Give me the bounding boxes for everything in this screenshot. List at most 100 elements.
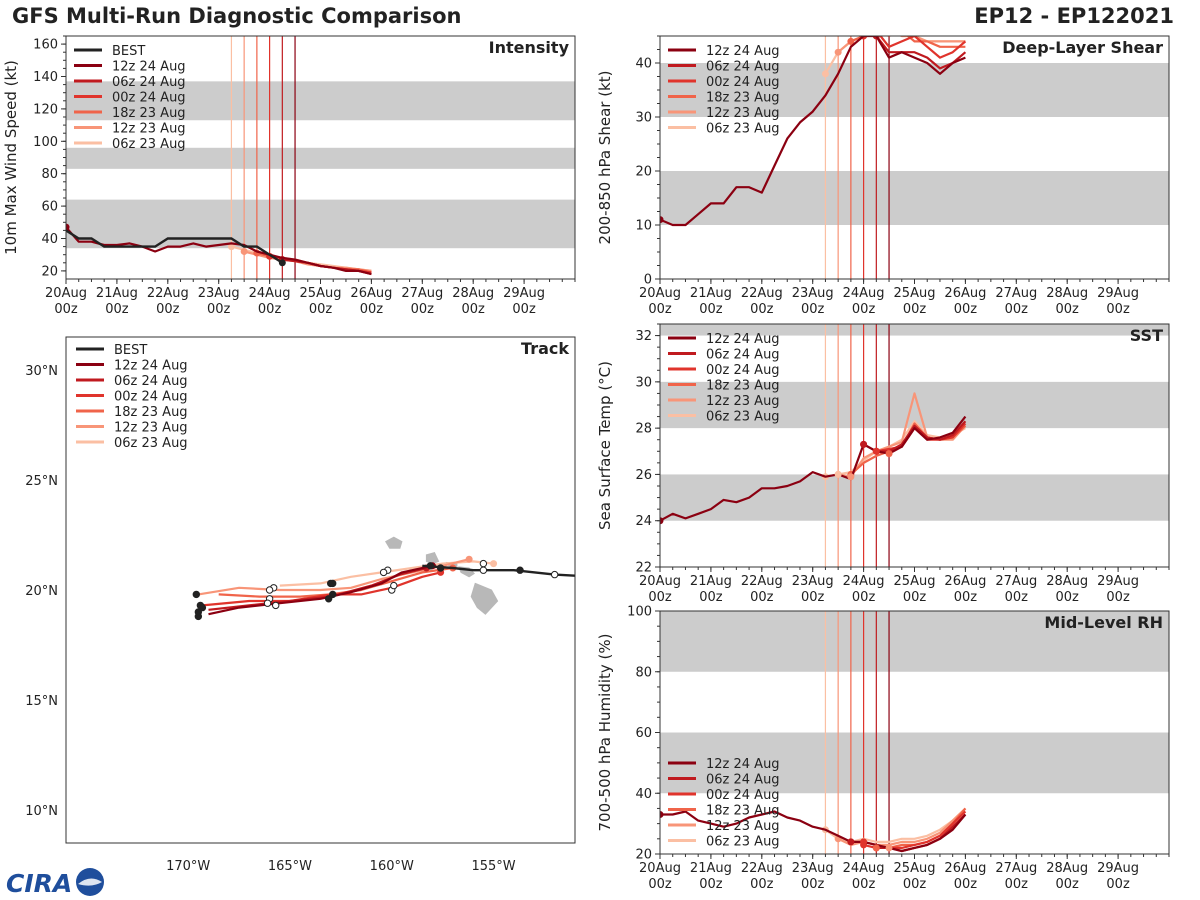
- x-tick-hour-intensity-0: 00z: [54, 302, 78, 317]
- x-tick-hour-sst-6: 00z: [954, 590, 978, 605]
- legend-entry-sst-2: 00z 24 Aug: [706, 363, 780, 378]
- x-tick-hour-intensity-2: 00z: [156, 302, 180, 317]
- best-track-point-2: [479, 566, 488, 574]
- track-point-13: [479, 559, 488, 568]
- x-tick-hour-shear-8: 00z: [1056, 302, 1080, 317]
- x-tick-hour-rh-7: 00z: [1005, 877, 1029, 892]
- x-tick-hour-rh-1: 00z: [699, 877, 723, 892]
- x-tick-day-shear-7: 27Aug: [995, 286, 1037, 301]
- track-start-point-5: [490, 560, 498, 568]
- track-point-8: [265, 586, 274, 594]
- x-tick-hour-shear-0: 00z: [648, 302, 672, 317]
- plot-area-intensity: [66, 223, 372, 276]
- y-tick-label-sst-0: 22: [635, 561, 652, 576]
- band-sst-2: [660, 324, 1169, 336]
- x-tick-day-rh-8: 28Aug: [1046, 861, 1088, 876]
- band-intensity-0: [66, 199, 575, 249]
- x-tick-hour-intensity-8: 00z: [462, 302, 486, 317]
- legend-entry-track-4: 18z 23 Aug: [114, 405, 188, 420]
- y-tick-label-sst-5: 32: [635, 329, 652, 344]
- x-tick-hour-rh-8: 00z: [1056, 877, 1080, 892]
- lon-label-1: 165°W: [268, 859, 312, 874]
- y-tick-label-intensity-1: 40: [41, 232, 58, 247]
- x-tick-day-sst-6: 26Aug: [944, 574, 986, 589]
- legend-entry-rh-3: 18z 23 Aug: [706, 804, 780, 819]
- page-title: GFS Multi-Run Diagnostic Comparison: [12, 4, 462, 28]
- legend-entry-sst-1: 06z 24 Aug: [706, 348, 780, 363]
- lat-label-1: 15°N: [25, 694, 58, 709]
- series-start-point-intensity-5: [227, 243, 235, 251]
- legend-entry-shear-1: 06z 24 Aug: [706, 60, 780, 75]
- data-point-rh-3: [885, 844, 893, 852]
- series-start-point-intensity-4: [240, 247, 248, 255]
- plot-area-track: [192, 536, 575, 621]
- x-tick-day-intensity-1: 21Aug: [96, 286, 138, 301]
- x-tick-day-rh-7: 27Aug: [995, 861, 1037, 876]
- x-tick-day-rh-6: 26Aug: [944, 861, 986, 876]
- x-tick-hour-rh-0: 00z: [648, 877, 672, 892]
- series-start-point-shear-5: [821, 70, 829, 78]
- best-point-intensity: [278, 259, 286, 267]
- lon-label-2: 160°W: [370, 859, 414, 874]
- panel-title-shear: Deep-Layer Shear: [1002, 38, 1163, 57]
- series-start-point-shear-3: [847, 37, 855, 45]
- series-start-point-shear-0: [660, 216, 664, 224]
- legend-entry-track-3: 00z 24 Aug: [114, 390, 188, 405]
- x-tick-day-intensity-0: 20Aug: [45, 286, 87, 301]
- y-tick-label-intensity-4: 100: [33, 135, 58, 150]
- best-track-point-1: [516, 566, 524, 574]
- x-tick-day-rh-9: 29Aug: [1097, 861, 1139, 876]
- legend-entry-shear-0: 12z 24 Aug: [706, 44, 780, 59]
- x-tick-day-rh-5: 25Aug: [894, 861, 936, 876]
- legend-entry-intensity-6: 06z 23 Aug: [112, 137, 186, 152]
- legend-entry-shear-4: 12z 23 Aug: [706, 106, 780, 121]
- x-tick-day-sst-7: 27Aug: [995, 574, 1037, 589]
- y-tick-label-intensity-2: 60: [41, 200, 58, 215]
- legend-entry-rh-2: 00z 24 Aug: [706, 788, 780, 803]
- y-tick-label-shear-0: 0: [644, 273, 652, 288]
- x-tick-hour-shear-4: 00z: [852, 302, 876, 317]
- x-tick-hour-sst-3: 00z: [801, 590, 825, 605]
- panel-title-intensity: Intensity: [489, 38, 570, 57]
- x-tick-hour-intensity-1: 00z: [105, 302, 129, 317]
- legend-entry-sst-4: 12z 23 Aug: [706, 394, 780, 409]
- x-tick-hour-sst-9: 00z: [1106, 590, 1130, 605]
- x-tick-hour-rh-2: 00z: [750, 877, 774, 892]
- panel-title-sst: SST: [1130, 326, 1163, 345]
- band-shear-0: [660, 171, 1169, 225]
- y-tick-label-intensity-7: 160: [33, 38, 58, 53]
- y-tick-label-sst-3: 28: [635, 422, 652, 437]
- series-start-point-rh-0: [660, 811, 664, 819]
- x-tick-hour-shear-7: 00z: [1005, 302, 1029, 317]
- plot-area-sst: [660, 392, 967, 525]
- cira-logo-text: CIRA: [6, 869, 72, 898]
- cira-logo: CIRA: [6, 868, 104, 898]
- legend-entry-track-0: BEST: [114, 343, 147, 358]
- x-tick-hour-shear-9: 00z: [1106, 302, 1130, 317]
- lat-label-4: 30°N: [25, 364, 58, 379]
- x-tick-hour-sst-2: 00z: [750, 590, 774, 605]
- x-tick-hour-sst-1: 00z: [699, 590, 723, 605]
- legend-entry-intensity-1: 12z 24 Aug: [112, 60, 186, 75]
- x-tick-day-shear-5: 25Aug: [894, 286, 936, 301]
- data-point-sst-4: [834, 470, 842, 478]
- series-line-sst-0: [660, 415, 967, 522]
- x-tick-day-intensity-6: 26Aug: [350, 286, 392, 301]
- legend-entry-track-6: 06z 23 Aug: [114, 436, 188, 451]
- x-tick-hour-shear-2: 00z: [750, 302, 774, 317]
- x-tick-hour-sst-7: 00z: [1005, 590, 1029, 605]
- panel-track: 170°W 165°W 160°W 155°W 10°N 15°N 20°N 25°N 30°N…: [25, 336, 576, 874]
- y-tick-label-rh-0: 20: [635, 848, 652, 863]
- track-point-6: [272, 601, 280, 610]
- x-tick-day-rh-2: 22Aug: [741, 861, 783, 876]
- legend-entry-track-1: 12z 24 Aug: [114, 359, 188, 374]
- x-tick-day-intensity-3: 23Aug: [198, 286, 240, 301]
- series-start-point-shear-4: [834, 48, 842, 56]
- legend-entry-intensity-3: 00z 24 Aug: [112, 91, 186, 106]
- track-start-point-4: [465, 555, 473, 563]
- panel-sst: 22242628303220Aug00z21Aug00z22Aug00z23Au…: [596, 323, 1170, 605]
- legend-entry-intensity-2: 06z 24 Aug: [112, 75, 186, 90]
- x-tick-hour-sst-8: 00z: [1056, 590, 1080, 605]
- x-tick-hour-sst-4: 00z: [852, 590, 876, 605]
- lat-label-2: 20°N: [25, 584, 58, 599]
